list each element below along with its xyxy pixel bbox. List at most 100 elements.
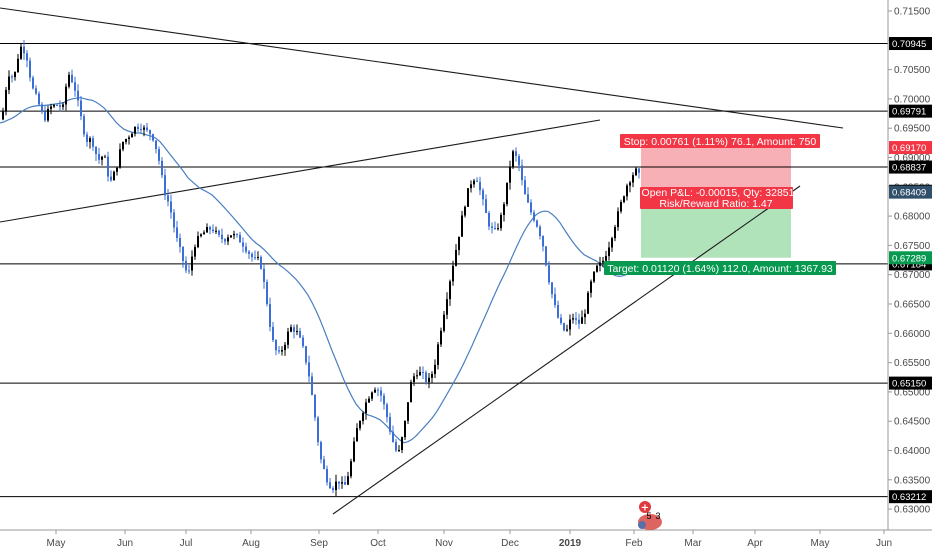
candle-body <box>14 71 16 78</box>
candle-body <box>35 88 37 94</box>
candle-body <box>584 313 586 318</box>
candle-body <box>518 156 520 166</box>
candle-body <box>53 104 55 107</box>
candle-body <box>71 74 73 83</box>
candle-body <box>251 253 253 258</box>
candle-body <box>503 204 505 215</box>
candle-body <box>509 166 511 183</box>
event-flag-icon[interactable] <box>639 501 651 513</box>
stop-zone[interactable] <box>641 147 791 193</box>
candle-body <box>548 265 550 283</box>
economic-events[interactable]: + 5 3 <box>638 501 662 530</box>
time-tick-label: Mar <box>684 538 702 549</box>
candle-body <box>260 256 262 269</box>
candle-body <box>512 151 514 167</box>
candle-body <box>68 74 70 87</box>
time-tick-label: Sep <box>310 538 328 549</box>
price-tag-label: 0.65150 <box>892 379 926 390</box>
trend-line[interactable] <box>0 7 844 129</box>
candle-body <box>8 76 10 90</box>
candle-body <box>74 82 76 91</box>
price-tick-label: 0.65000 <box>894 387 931 398</box>
candle-body <box>422 371 424 373</box>
candle-body <box>377 389 379 391</box>
time-tick-label: Jun <box>117 538 133 549</box>
candle-body <box>602 260 604 263</box>
price-tag: 0.67289 <box>889 251 932 265</box>
event-flag-cross: + <box>641 503 649 514</box>
candle-body <box>89 138 91 142</box>
candle-body <box>563 323 565 331</box>
time-tick-label: Feb <box>625 538 643 549</box>
candle-body <box>125 139 127 142</box>
candle-body <box>119 149 121 168</box>
candle-body <box>332 488 334 491</box>
candle-body <box>521 165 523 181</box>
trend-line[interactable] <box>332 185 801 515</box>
price-tick-label: 0.63500 <box>894 475 931 486</box>
price-tick-label: 0.63000 <box>894 505 931 516</box>
event-badge-dot <box>638 521 646 529</box>
time-tick-label: Oct <box>370 538 386 549</box>
candle-body <box>131 133 133 138</box>
candle-body <box>83 116 85 135</box>
price-tick-label: 0.69000 <box>894 153 931 164</box>
candle-body <box>578 319 580 324</box>
candle-body <box>191 256 193 271</box>
price-tick-label: 0.66000 <box>894 329 931 340</box>
candle-body <box>524 180 526 195</box>
candle-body <box>341 482 343 484</box>
candle-body <box>500 214 502 229</box>
candle-body <box>494 227 496 229</box>
time-tick-label: Nov <box>435 538 453 549</box>
candle-body <box>461 215 463 237</box>
candle-body <box>413 376 415 383</box>
price-tag-box <box>889 141 932 155</box>
trend-lines[interactable] <box>0 7 844 515</box>
candle-body <box>395 441 397 451</box>
time-axis[interactable]: May Jun Jul Aug Sep Oct Nov Dec 2019 Feb Mar Apr May… <box>0 529 932 549</box>
price-tag: 0.70945 <box>889 37 932 51</box>
trend-line[interactable] <box>0 119 601 223</box>
candle-body <box>245 246 247 252</box>
candle-body <box>359 421 361 429</box>
candle-body <box>149 130 151 135</box>
candle-body <box>44 111 46 121</box>
candle-body <box>38 93 40 105</box>
open-pl-label: Open P&L: -0.00015, Qty: 32851 <box>642 187 795 199</box>
candle-body <box>200 234 202 237</box>
candle-body <box>221 234 223 240</box>
candle-body <box>623 196 625 203</box>
candle-body <box>566 329 568 331</box>
candle-body <box>323 459 325 469</box>
candle-body <box>539 226 541 237</box>
time-tick-label: Jul <box>180 538 193 549</box>
candle-body <box>317 417 319 443</box>
candle-body <box>437 344 439 365</box>
candle-body <box>305 346 307 363</box>
candle-body <box>476 180 478 182</box>
candle-body <box>425 372 427 383</box>
price-tag-label: 0.70945 <box>892 39 926 50</box>
candle-body <box>284 344 286 351</box>
candle-body <box>203 232 205 235</box>
price-tick-label: 0.65500 <box>894 358 931 369</box>
candle-body <box>95 146 97 155</box>
candle-body <box>554 294 556 306</box>
candle-body <box>98 154 100 160</box>
candle-body <box>587 292 589 314</box>
event-badge-count: 5 <box>646 511 651 521</box>
candle-body <box>398 449 400 451</box>
candle-body <box>338 481 340 484</box>
candle-body <box>389 417 391 432</box>
candle-body <box>458 236 460 251</box>
candle-body <box>605 256 607 261</box>
price-tag-label: 0.63212 <box>892 492 926 503</box>
price-tag-label: 0.67184 <box>892 259 926 270</box>
target-label-box <box>604 261 836 275</box>
candle-body <box>227 237 229 242</box>
candle-body <box>575 318 577 320</box>
candle-body <box>230 235 232 238</box>
price-tag: 0.68837 <box>889 160 932 174</box>
